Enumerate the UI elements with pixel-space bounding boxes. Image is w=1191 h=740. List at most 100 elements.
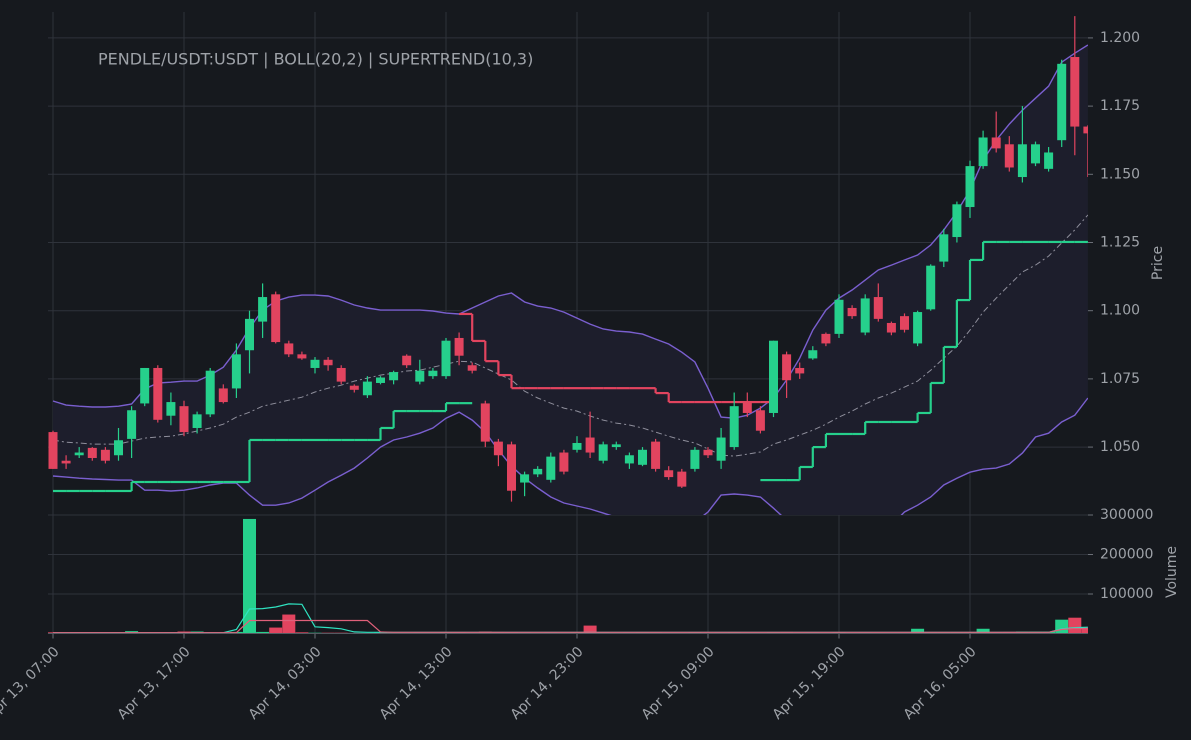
x-tick-label: Apr 14, 03:00 <box>246 644 325 723</box>
candle-body <box>755 410 765 431</box>
volume-tick-label: 100000 <box>1100 586 1153 602</box>
x-tick-label: Apr 13, 17:00 <box>115 644 194 723</box>
candle-body <box>480 403 490 442</box>
candle-body <box>978 137 988 167</box>
candle-body <box>690 449 700 469</box>
bollinger-band <box>52 397 1088 515</box>
candle-body <box>428 370 438 377</box>
volume-bar <box>505 632 518 634</box>
volume-bar <box>1068 617 1082 634</box>
volume-bar <box>295 632 309 634</box>
candle-body <box>1004 144 1014 168</box>
candle-body <box>952 204 962 238</box>
volume-bar <box>911 628 925 634</box>
candle-body <box>179 406 189 433</box>
candle-body <box>402 355 412 366</box>
candle-body <box>624 455 634 464</box>
candle-body <box>808 350 818 359</box>
bollinger-band <box>52 214 1088 457</box>
candle-body <box>74 452 84 456</box>
volume-bar <box>452 632 466 634</box>
candle-body <box>886 322 896 333</box>
candle-body <box>782 354 792 381</box>
candle-body <box>834 299 844 334</box>
volume-line <box>53 619 1088 634</box>
price-panel <box>48 16 1088 515</box>
candle-body <box>821 333 831 344</box>
candle-body <box>546 456 556 480</box>
candle-body <box>336 367 346 382</box>
band-fill <box>53 45 1088 515</box>
candle-body <box>913 312 923 344</box>
candle-body <box>900 316 909 330</box>
candle-body <box>1031 144 1040 164</box>
candle-body <box>533 468 543 475</box>
volume-bar <box>963 632 977 634</box>
y-tick-label: 1.125 <box>1100 234 1140 250</box>
candle-body <box>729 406 739 448</box>
volume-bar <box>649 632 663 634</box>
volume-tick-label: 300000 <box>1100 507 1153 523</box>
candle-body <box>205 370 215 415</box>
candle-body <box>507 444 516 491</box>
chart-title: PENDLE/USDT:USDT | BOLL(20,2) | SUPERTRE… <box>98 50 533 69</box>
candle-body <box>939 234 949 262</box>
candle-body <box>703 449 713 456</box>
candle-body <box>1083 126 1088 134</box>
candle-body <box>441 340 451 377</box>
volume-bar <box>439 632 453 634</box>
candle-body <box>284 343 294 355</box>
volume-bar <box>976 628 990 634</box>
candle-body <box>493 441 503 456</box>
candle-body <box>677 471 687 487</box>
candle-body <box>559 452 569 472</box>
y-tick-label: 1.075 <box>1100 371 1140 387</box>
candle-body <box>991 137 1001 149</box>
candle-body <box>127 410 137 439</box>
volume-bar <box>282 614 296 634</box>
candle-body <box>520 474 530 483</box>
candle-body <box>467 365 477 371</box>
y-tick-label: 1.150 <box>1100 166 1140 182</box>
candle-body <box>926 265 936 310</box>
candle-body <box>742 402 752 413</box>
candle-body <box>965 166 975 208</box>
volume-axis-title: Volume <box>1164 546 1180 598</box>
candle-body <box>218 388 228 403</box>
candle-body <box>1070 57 1080 127</box>
bollinger-band <box>52 44 1088 419</box>
candle-body <box>258 297 268 322</box>
volume-tick-label: 200000 <box>1100 547 1153 563</box>
candle-body <box>651 441 661 469</box>
volume-bar <box>243 518 256 634</box>
candle-body <box>572 442 582 450</box>
x-tick-label: Apr 13, 07:00 <box>0 644 63 723</box>
y-axis-title: Price <box>1150 246 1166 280</box>
volume-bar <box>1055 619 1069 634</box>
candle-body <box>598 444 608 461</box>
candle-body <box>166 402 176 416</box>
candle-body <box>362 381 372 396</box>
volume-bar <box>688 632 702 634</box>
candle-body <box>376 377 385 383</box>
candle-body <box>192 414 202 428</box>
x-tick-label: Apr 14, 23:00 <box>508 644 587 723</box>
volume-bar <box>950 632 964 634</box>
x-tick-label: Apr 16, 05:00 <box>901 644 980 723</box>
candle-body <box>1057 63 1067 141</box>
candle-body <box>873 297 883 319</box>
candle-body <box>310 359 320 368</box>
candle-body <box>585 437 595 453</box>
x-tick-label: Apr 15, 19:00 <box>770 644 849 723</box>
candle-body <box>638 449 647 465</box>
volume-bar <box>269 627 283 634</box>
volume-bar <box>596 632 610 634</box>
candle-body <box>847 307 857 317</box>
volume-bar <box>727 632 741 634</box>
candle-body <box>245 318 254 351</box>
candle-body <box>860 298 870 333</box>
candle-body <box>297 354 307 359</box>
candle-body <box>795 367 805 374</box>
